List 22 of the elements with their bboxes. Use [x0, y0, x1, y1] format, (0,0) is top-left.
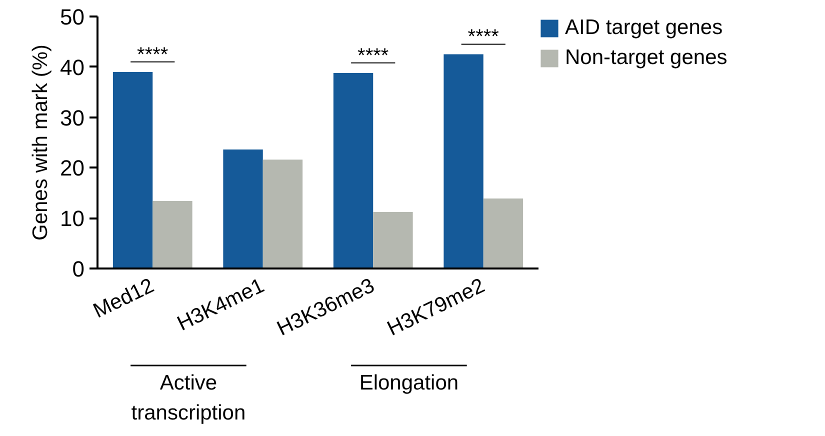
bar: [112, 72, 153, 268]
y-tick-label: 40: [60, 54, 85, 80]
bar: [333, 72, 374, 268]
y-tick-label: 0: [72, 256, 85, 282]
bar: [373, 212, 413, 268]
text: Elongation: [359, 372, 459, 394]
annotation: ****: [468, 26, 500, 48]
bar: [262, 160, 303, 268]
text: Active transcription: [131, 372, 246, 424]
legend-label: Non-target genes: [565, 46, 728, 70]
y-tick-label: 10: [60, 206, 85, 232]
legend-label: AID target genes: [565, 16, 723, 40]
y-tick-label: 50: [60, 4, 85, 30]
y-tick-label: 20: [60, 156, 85, 181]
bar: [444, 54, 484, 268]
bar: [223, 150, 263, 268]
y-axis-title: Genes with mark (%): [29, 44, 52, 241]
annotation: ****: [137, 44, 168, 66]
annotation: ****: [358, 44, 389, 67]
bar: [152, 200, 192, 268]
y-tick-label: 30: [60, 105, 85, 130]
bar: [483, 198, 524, 268]
